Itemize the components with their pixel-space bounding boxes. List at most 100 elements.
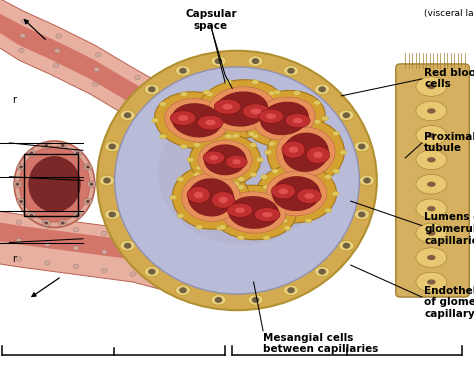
Circle shape: [56, 34, 62, 38]
Ellipse shape: [359, 175, 374, 186]
Circle shape: [53, 63, 59, 68]
Ellipse shape: [304, 193, 314, 199]
Ellipse shape: [260, 102, 309, 135]
Circle shape: [168, 109, 173, 113]
Ellipse shape: [219, 197, 228, 203]
Circle shape: [61, 144, 64, 147]
Ellipse shape: [232, 182, 239, 186]
Ellipse shape: [284, 194, 291, 199]
Ellipse shape: [252, 80, 259, 84]
Circle shape: [73, 150, 82, 156]
Ellipse shape: [212, 192, 235, 208]
Ellipse shape: [314, 132, 321, 136]
Circle shape: [148, 86, 155, 92]
Ellipse shape: [266, 114, 276, 119]
Circle shape: [94, 67, 100, 72]
Circle shape: [45, 221, 48, 224]
Ellipse shape: [291, 180, 298, 185]
Circle shape: [193, 124, 199, 128]
Circle shape: [16, 183, 19, 186]
Ellipse shape: [237, 185, 244, 190]
Circle shape: [179, 287, 187, 293]
Circle shape: [133, 90, 139, 94]
Circle shape: [16, 220, 22, 224]
Ellipse shape: [221, 192, 286, 233]
Ellipse shape: [283, 285, 299, 296]
Ellipse shape: [250, 143, 257, 147]
Ellipse shape: [354, 209, 369, 220]
Circle shape: [16, 238, 22, 243]
Ellipse shape: [198, 80, 286, 138]
Ellipse shape: [339, 110, 354, 121]
Circle shape: [42, 142, 51, 149]
Ellipse shape: [105, 141, 120, 152]
Ellipse shape: [232, 159, 241, 164]
Ellipse shape: [245, 195, 252, 200]
Ellipse shape: [193, 143, 201, 147]
Ellipse shape: [265, 171, 327, 216]
Ellipse shape: [292, 210, 299, 215]
Circle shape: [109, 211, 116, 217]
Ellipse shape: [325, 175, 332, 179]
Polygon shape: [0, 211, 182, 293]
Circle shape: [27, 212, 36, 219]
Circle shape: [179, 68, 187, 74]
Ellipse shape: [248, 132, 255, 136]
Ellipse shape: [305, 218, 312, 223]
Ellipse shape: [211, 295, 226, 305]
Ellipse shape: [211, 185, 296, 240]
Circle shape: [83, 198, 92, 205]
Ellipse shape: [307, 146, 329, 164]
Ellipse shape: [340, 150, 347, 155]
Circle shape: [86, 200, 90, 203]
Ellipse shape: [170, 111, 196, 125]
Ellipse shape: [187, 158, 194, 162]
Text: (visceral layer: (visceral layer: [424, 9, 474, 18]
Text: Mesangial cells
between capillaries: Mesangial cells between capillaries: [263, 333, 378, 354]
Ellipse shape: [282, 141, 305, 158]
Ellipse shape: [261, 175, 268, 179]
Circle shape: [358, 144, 365, 150]
Ellipse shape: [196, 225, 203, 229]
Ellipse shape: [248, 295, 263, 305]
Circle shape: [130, 253, 136, 258]
Ellipse shape: [416, 174, 447, 194]
Circle shape: [124, 243, 131, 249]
Ellipse shape: [268, 141, 275, 146]
Ellipse shape: [235, 208, 245, 213]
Circle shape: [13, 181, 22, 188]
Polygon shape: [0, 0, 206, 158]
Ellipse shape: [206, 92, 213, 96]
Circle shape: [76, 214, 80, 217]
Circle shape: [29, 214, 33, 217]
Circle shape: [42, 220, 51, 226]
Ellipse shape: [177, 177, 184, 181]
Ellipse shape: [172, 103, 222, 138]
Ellipse shape: [263, 235, 270, 240]
Ellipse shape: [297, 188, 321, 203]
Ellipse shape: [144, 84, 159, 95]
Ellipse shape: [225, 134, 232, 138]
Ellipse shape: [256, 164, 337, 223]
Ellipse shape: [291, 120, 298, 124]
Ellipse shape: [427, 279, 436, 285]
Ellipse shape: [259, 109, 283, 123]
Ellipse shape: [203, 123, 210, 128]
Ellipse shape: [188, 178, 234, 217]
Circle shape: [83, 164, 92, 170]
Circle shape: [252, 297, 259, 303]
Ellipse shape: [314, 120, 321, 124]
Ellipse shape: [215, 91, 268, 127]
Ellipse shape: [211, 56, 226, 66]
Ellipse shape: [284, 226, 291, 230]
Ellipse shape: [254, 97, 315, 140]
Circle shape: [58, 220, 67, 226]
Circle shape: [17, 164, 26, 170]
Ellipse shape: [283, 65, 299, 76]
Circle shape: [18, 48, 24, 53]
Circle shape: [45, 224, 50, 228]
Polygon shape: [0, 222, 182, 274]
Ellipse shape: [240, 116, 247, 121]
Ellipse shape: [250, 172, 257, 177]
Circle shape: [158, 261, 164, 265]
